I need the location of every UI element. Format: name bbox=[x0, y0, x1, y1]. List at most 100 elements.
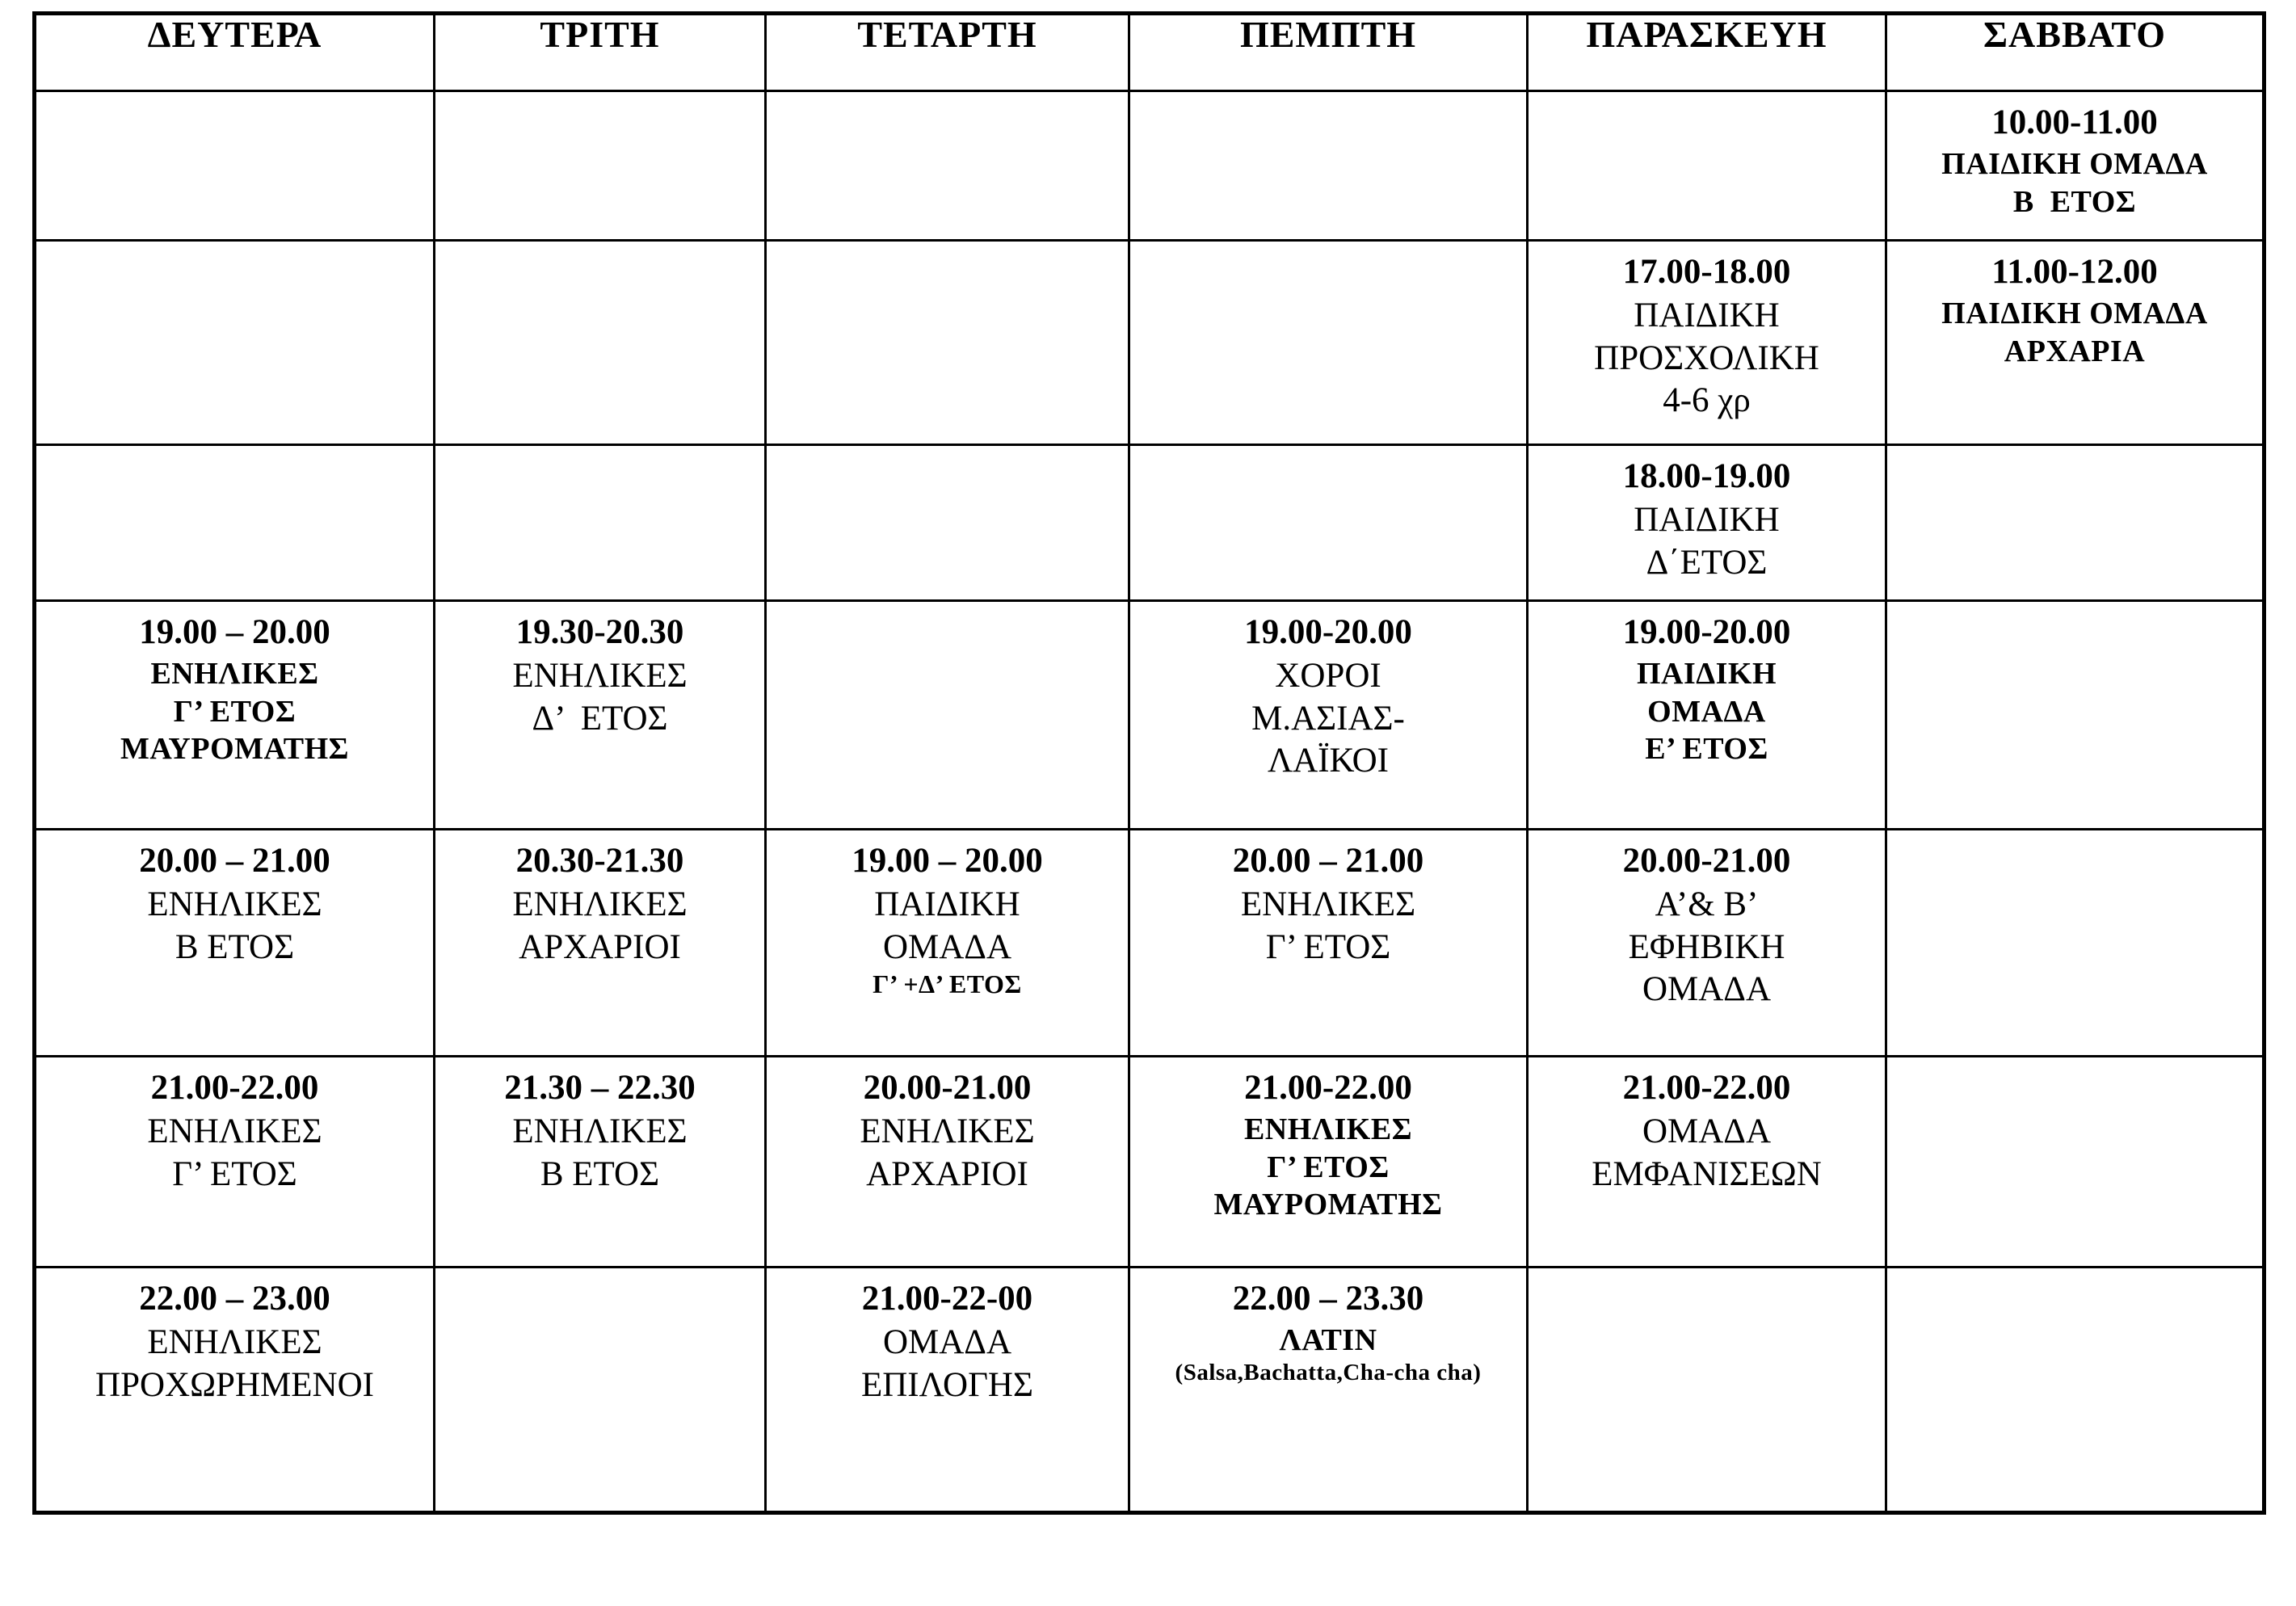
class-time: 20.30-21.30 bbox=[515, 842, 684, 880]
schedule-cell-tuesday-1 bbox=[433, 90, 767, 242]
class-description: Γ’ ΕΤΟΣ bbox=[172, 1154, 297, 1193]
class-time: 18.00-19.00 bbox=[1622, 457, 1791, 495]
schedule-cell-saturday-2: 11.00-12.00 ΠΑΙΔΙΚΗ ΟΜΑΔΑ ΑΡΧΑΡΙΑ bbox=[1885, 239, 2265, 446]
schedule-cell-tuesday-6: 21.30 – 22.30 ΕΝΗΛΙΚΕΣ Β ΕΤΟΣ bbox=[433, 1055, 767, 1268]
class-description: ΠΡΟΣΧΟΛΙΚΗ bbox=[1594, 338, 1819, 377]
schedule-cell-monday-4: 19.00 – 20.00 ΕΝΗΛΙΚΕΣ Γ’ ΕΤΟΣ ΜΑΥΡΟΜΑΤΗΣ bbox=[33, 599, 435, 830]
class-description: ΕΝΗΛΙΚΕΣ bbox=[147, 1112, 322, 1151]
class-description: ΠΑΙΔΙΚΗ ΟΜΑΔΑ bbox=[1941, 147, 2208, 182]
class-description: Μ.ΑΣΙΑΣ- bbox=[1251, 699, 1405, 738]
class-description: Γ’ ΕΤΟΣ bbox=[1267, 1150, 1390, 1184]
class-description: Γ’ ΕΤΟΣ bbox=[173, 694, 296, 729]
schedule-cell-saturday-1: 10.00-11.00 ΠΑΙΔΙΚΗ ΟΜΑΔΑ Β ΕΤΟΣ bbox=[1885, 90, 2265, 242]
schedule-cell-monday-6: 21.00-22.00 ΕΝΗΛΙΚΕΣ Γ’ ΕΤΟΣ bbox=[33, 1055, 435, 1268]
class-description: 4-6 χρ bbox=[1663, 381, 1751, 420]
schedule-cell-friday-1 bbox=[1526, 90, 1887, 242]
cell-content: 21.00-22.00 ΟΜΑΔΑ ΕΜΦΑΝΙΣΕΩΝ bbox=[1529, 1057, 1885, 1204]
cell-content: 20.30-21.30 ΕΝΗΛΙΚΕΣ ΑΡΧΑΡΙΟΙ bbox=[435, 830, 764, 977]
class-description: ΕΝΗΛΙΚΕΣ bbox=[150, 657, 319, 692]
class-description: ΕΝΗΛΙΚΕΣ bbox=[1240, 885, 1416, 924]
class-time: 22.00 – 23.00 bbox=[139, 1280, 330, 1318]
schedule-cell-thursday-2 bbox=[1128, 239, 1529, 446]
cell-content bbox=[1529, 92, 1885, 110]
class-time: 21.00-22.00 bbox=[1244, 1069, 1412, 1107]
table-row: 21.00-22.00 ΕΝΗΛΙΚΕΣ Γ’ ΕΤΟΣ 21.30 – 22.30 Ε… bbox=[33, 1055, 2265, 1268]
schedule-cell-friday-3: 18.00-19.00 ΠΑΙΔΙΚΗ Δ΄ΕΤΟΣ bbox=[1526, 444, 1887, 602]
class-time: 10.00-11.00 bbox=[1991, 103, 2158, 141]
class-description: Β ΕΤΟΣ bbox=[540, 1154, 660, 1193]
table-row: 18.00-19.00 ΠΑΙΔΙΚΗ Δ΄ΕΤΟΣ bbox=[33, 444, 2265, 602]
class-description: ΟΜΑΔΑ bbox=[1642, 970, 1772, 1009]
class-description: ΕΝΗΛΙΚΕΣ bbox=[1243, 1112, 1413, 1147]
schedule-cell-monday-1 bbox=[33, 90, 435, 242]
cell-content: 20.00-21.00 ΕΝΗΛΙΚΕΣ ΑΡΧΑΡΙΟΙ bbox=[767, 1057, 1128, 1204]
class-description: (Salsa,Bachatta,Cha-cha cha) bbox=[1175, 1359, 1482, 1385]
cell-content bbox=[435, 242, 764, 259]
day-label: ΣΑΒΒΑΤΟ bbox=[1983, 14, 2167, 55]
schedule-cell-friday-6: 21.00-22.00 ΟΜΑΔΑ ΕΜΦΑΝΙΣΕΩΝ bbox=[1526, 1055, 1887, 1268]
class-time: 20.00-21.00 bbox=[863, 1069, 1032, 1107]
cell-content: 11.00-12.00 ΠΑΙΔΙΚΗ ΟΜΑΔΑ ΑΡΧΑΡΙΑ bbox=[1887, 242, 2262, 378]
cell-content: 21.00-22.00 ΕΝΗΛΙΚΕΣ Γ’ ΕΤΟΣ bbox=[36, 1057, 433, 1204]
class-time: 21.00-22.00 bbox=[1622, 1069, 1791, 1107]
class-description: ΕΝΗΛΙΚΕΣ bbox=[147, 885, 322, 924]
class-description: ΟΜΑΔΑ bbox=[1647, 694, 1766, 729]
table-row: 17.00-18.00 ΠΑΙΔΙΚΗ ΠΡΟΣΧΟΛΙΚΗ 4-6 χρ 11.00-… bbox=[33, 239, 2265, 446]
cell-content: 19.00 – 20.00 ΠΑΙΔΙΚΗ ΟΜΑΔΑ Γ’ +Δ’ ΕΤΟΣ bbox=[767, 830, 1128, 1008]
table-row: 10.00-11.00 ΠΑΙΔΙΚΗ ΟΜΑΔΑ Β ΕΤΟΣ bbox=[33, 90, 2265, 242]
schedule-cell-monday-5: 20.00 – 21.00 ΕΝΗΛΙΚΕΣ Β ΕΤΟΣ bbox=[33, 828, 435, 1057]
schedule-cell-saturday-7 bbox=[1885, 1266, 2265, 1515]
class-description: Α’& Β’ bbox=[1655, 885, 1759, 924]
class-time: 22.00 – 23.30 bbox=[1232, 1280, 1424, 1318]
schedule-cell-friday-4: 19.00-20.00 ΠΑΙΔΙΚΗ ΟΜΑΔΑ Ε’ ΕΤΟΣ bbox=[1526, 599, 1887, 830]
day-label: ΤΕΤΑΡΤΗ bbox=[857, 14, 1037, 55]
class-time: 21.00-22-00 bbox=[861, 1280, 1033, 1318]
class-description: ΜΑΥΡΟΜΑΤΗΣ bbox=[120, 732, 350, 767]
schedule-cell-thursday-6: 21.00-22.00 ΕΝΗΛΙΚΕΣ Γ’ ΕΤΟΣ ΜΑΥΡΟΜΑΤΗΣ bbox=[1128, 1055, 1529, 1268]
class-description: ΛΑΪΚΟΙ bbox=[1267, 742, 1390, 780]
class-description: Β ΕΤΟΣ bbox=[2012, 184, 2137, 219]
schedule-cell-monday-7: 22.00 – 23.00 ΕΝΗΛΙΚΕΣ ΠΡΟΧΩΡΗΜΕΝΟΙ bbox=[33, 1266, 435, 1515]
class-time: 20.00 – 21.00 bbox=[1232, 842, 1424, 880]
class-description: ΟΜΑΔΑ bbox=[882, 927, 1012, 966]
schedule-cell-saturday-3 bbox=[1885, 444, 2265, 602]
schedule-cell-saturday-6 bbox=[1885, 1055, 2265, 1268]
schedule-cell-saturday-5 bbox=[1885, 828, 2265, 1057]
class-time: 19.00 – 20.00 bbox=[139, 613, 330, 651]
cell-content bbox=[36, 242, 433, 259]
class-description: ΕΝΗΛΙΚΕΣ bbox=[512, 1112, 688, 1151]
cell-content bbox=[435, 446, 764, 464]
class-description: Γ’ ΕΤΟΣ bbox=[1265, 927, 1391, 966]
cell-content: 19.30-20.30 ΕΝΗΛΙΚΕΣ Δ’ ΕΤΟΣ bbox=[435, 602, 764, 748]
class-description: ΕΝΗΛΙΚΕΣ bbox=[147, 1323, 322, 1362]
class-time: 19.30-20.30 bbox=[515, 613, 684, 651]
class-description: ΕΜΦΑΝΙΣΕΩΝ bbox=[1592, 1154, 1822, 1193]
class-description: Γ’ +Δ’ ΕΤΟΣ bbox=[873, 969, 1022, 999]
day-label: ΠΕΜΠΤΗ bbox=[1239, 14, 1417, 55]
cell-content: 21.00-22-00 ΟΜΑΔΑ ΕΠΙΛΟΓΗΣ bbox=[767, 1268, 1128, 1415]
cell-content: 10.00-11.00 ΠΑΙΔΙΚΗ ΟΜΑΔΑ Β ΕΤΟΣ bbox=[1887, 92, 2262, 229]
cell-content bbox=[1130, 242, 1526, 259]
cell-content: 21.00-22.00 ΕΝΗΛΙΚΕΣ Γ’ ΕΤΟΣ ΜΑΥΡΟΜΑΤΗΣ bbox=[1130, 1057, 1526, 1232]
table-header: ΔΕΥΤΕΡΑ ΤΡΙΤΗ ΤΕΤΑΡΤΗ ΠΕΜΠΤΗ ΠΑΡΑΣΚΕΥΗ Σ… bbox=[33, 12, 2265, 92]
class-description: Ε’ ΕΤΟΣ bbox=[1645, 732, 1768, 767]
class-description: Β ΕΤΟΣ bbox=[175, 927, 295, 966]
cell-content bbox=[1887, 602, 2262, 620]
class-time: 20.00-21.00 bbox=[1622, 842, 1791, 880]
class-time: 11.00-12.00 bbox=[1991, 253, 2158, 291]
cell-content: 21.30 – 22.30 ΕΝΗΛΙΚΕΣ Β ΕΤΟΣ bbox=[435, 1057, 764, 1204]
cell-content bbox=[1887, 830, 2262, 848]
table-row: 22.00 – 23.00 ΕΝΗΛΙΚΕΣ ΠΡΟΧΩΡΗΜΕΝΟΙ 21.00-2… bbox=[33, 1266, 2265, 1515]
schedule-cell-thursday-7: 22.00 – 23.30 ΛΑΤΙΝ (Salsa,Bachatta,Cha-ch… bbox=[1128, 1266, 1529, 1515]
schedule-cell-monday-3 bbox=[33, 444, 435, 602]
cell-content: 20.00 – 21.00 ΕΝΗΛΙΚΕΣ Β ΕΤΟΣ bbox=[36, 830, 433, 977]
header-row: ΔΕΥΤΕΡΑ ΤΡΙΤΗ ΤΕΤΑΡΤΗ ΠΕΜΠΤΗ ΠΑΡΑΣΚΕΥΗ Σ… bbox=[33, 12, 2265, 92]
class-description: ΟΜΑΔΑ bbox=[882, 1323, 1012, 1362]
table-row: 20.00 – 21.00 ΕΝΗΛΙΚΕΣ Β ΕΤΟΣ 20.30-21.30 ΕΝ… bbox=[33, 828, 2265, 1057]
schedule-cell-wednesday-3 bbox=[764, 444, 1130, 602]
schedule-cell-friday-2: 17.00-18.00 ΠΑΙΔΙΚΗ ΠΡΟΣΧΟΛΙΚΗ 4-6 χρ bbox=[1526, 239, 1887, 446]
cell-content: 19.00-20.00 ΧΟΡΟΙ Μ.ΑΣΙΑΣ- ΛΑΪΚΟΙ bbox=[1130, 602, 1526, 791]
class-time: 19.00-20.00 bbox=[1244, 613, 1412, 651]
column-header-tuesday: ΤΡΙΤΗ bbox=[433, 12, 767, 92]
